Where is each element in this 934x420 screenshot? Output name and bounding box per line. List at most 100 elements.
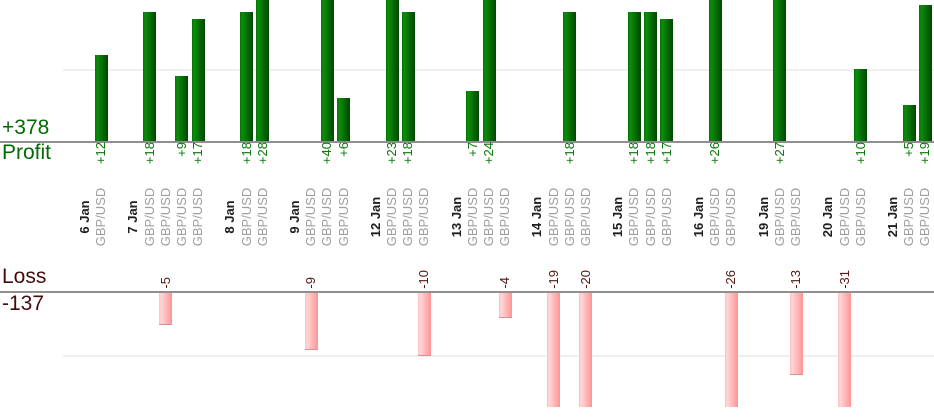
- profit-value-label: +12: [93, 142, 109, 165]
- profit-bar: [320, 0, 334, 141]
- loss-value-label: -20: [577, 270, 593, 289]
- profit-value-label: +18: [238, 142, 254, 165]
- pair-label: GBP/USD: [497, 187, 513, 246]
- profit-total-label: +378: [2, 116, 50, 139]
- loss-bar: [579, 293, 593, 407]
- pair-label: GBP/USD: [173, 187, 189, 246]
- profit-value-label: +19: [917, 142, 933, 165]
- pair-label: GBP/USD: [836, 187, 852, 246]
- pair-label: GBP/USD: [416, 187, 432, 246]
- profit-bar: [337, 97, 351, 141]
- pair-label: GBP/USD: [917, 187, 933, 246]
- loss-bar: [547, 293, 561, 407]
- date-label: 19 Jan: [755, 196, 771, 237]
- pair-label: GBP/USD: [400, 187, 416, 246]
- profit-axis-title: Profit: [2, 140, 52, 164]
- loss-value-label: -10: [416, 270, 432, 289]
- profit-value-label: +18: [400, 142, 416, 165]
- pair-label: GBP/USD: [190, 187, 206, 246]
- loss-bar: [724, 293, 738, 407]
- pair-label: GBP/USD: [771, 187, 787, 246]
- profit-bar: [191, 18, 205, 141]
- pair-label: GBP/USD: [93, 187, 109, 246]
- pair-label: GBP/USD: [577, 187, 593, 246]
- profit-bar: [627, 11, 641, 141]
- profit-value-label: +40: [319, 142, 335, 165]
- profit-bar: [854, 69, 868, 141]
- date-label: 20 Jan: [820, 196, 836, 237]
- profit-bar: [660, 18, 674, 141]
- loss-axis-line: [0, 291, 934, 293]
- pair-label: GBP/USD: [658, 187, 674, 246]
- loss-value-label: -31: [836, 270, 852, 289]
- pair-label: GBP/USD: [238, 187, 254, 246]
- profit-value-label: +17: [658, 142, 674, 165]
- pair-label: GBP/USD: [852, 187, 868, 246]
- profit-value-label: +10: [852, 142, 868, 165]
- pair-label: GBP/USD: [626, 187, 642, 246]
- date-label: 9 Jan: [287, 199, 303, 234]
- pair-label: GBP/USD: [901, 187, 917, 246]
- profit-value-label: +27: [771, 142, 787, 165]
- date-label: 6 Jan: [77, 199, 92, 234]
- date-label: 16 Jan: [691, 196, 707, 237]
- date-label: 13 Jan: [448, 196, 464, 237]
- profit-bar: [902, 104, 916, 141]
- pair-label: GBP/USD: [723, 187, 739, 246]
- pair-label: GBP/USD: [561, 187, 577, 246]
- profit-bar: [256, 0, 270, 141]
- profit-bar: [644, 11, 658, 141]
- pair-label: GBP/USD: [254, 187, 270, 246]
- profit-value-label: +18: [141, 142, 157, 165]
- loss-total-label: -137: [2, 292, 45, 315]
- pair-label: GBP/USD: [707, 187, 723, 246]
- profit-bar: [143, 11, 157, 141]
- date-label: 14 Jan: [529, 196, 545, 237]
- pair-label: GBP/USD: [545, 187, 561, 246]
- loss-bar: [838, 293, 852, 407]
- pair-label: GBP/USD: [319, 187, 335, 246]
- loss-value-label: -5: [157, 277, 173, 289]
- profit-value-label: +28: [254, 142, 270, 165]
- pair-label: GBP/USD: [642, 187, 658, 246]
- profit-bar: [240, 11, 254, 141]
- profit-bar: [385, 0, 399, 141]
- loss-value-label: -9: [303, 277, 319, 289]
- date-label: 8 Jan: [222, 199, 238, 234]
- profit-value-label: +17: [190, 142, 206, 165]
- date-label: 15 Jan: [610, 196, 626, 237]
- profit-bar: [482, 0, 496, 141]
- profit-value-label: +23: [384, 142, 400, 165]
- profit-value-label: +6: [335, 142, 351, 157]
- loss-bar: [304, 293, 318, 350]
- loss-value-label: -13: [788, 270, 804, 289]
- profit-gridline: [63, 68, 934, 71]
- date-label: 7 Jan: [125, 199, 141, 234]
- loss-bar: [498, 293, 512, 319]
- profit-value-label: +9: [173, 142, 189, 157]
- pair-label: GBP/USD: [157, 187, 173, 246]
- loss-value-label: -4: [497, 277, 513, 289]
- pair-label: GBP/USD: [303, 187, 319, 246]
- loss-bar: [789, 293, 803, 375]
- loss-bar: [417, 293, 431, 356]
- loss-gridline: [63, 355, 934, 357]
- date-label: 12 Jan: [367, 196, 383, 237]
- pair-label: GBP/USD: [464, 187, 480, 246]
- profit-value-label: +26: [707, 142, 723, 165]
- loss-bar: [159, 293, 173, 325]
- pair-label: GBP/USD: [335, 187, 351, 246]
- profit-bar: [94, 54, 108, 141]
- profit-value-label: +18: [561, 142, 577, 165]
- profit-bar: [918, 4, 932, 141]
- profit-value-label: +24: [481, 142, 496, 165]
- profit-value-label: +7: [464, 142, 480, 157]
- profit-bar: [708, 0, 722, 141]
- profit-bar: [466, 90, 480, 141]
- profit-bar: [563, 11, 577, 141]
- date-label: 21 Jan: [885, 196, 900, 237]
- profit-axis-line: [0, 140, 934, 143]
- loss-value-label: -26: [723, 270, 739, 289]
- pair-label: GBP/USD: [141, 187, 157, 246]
